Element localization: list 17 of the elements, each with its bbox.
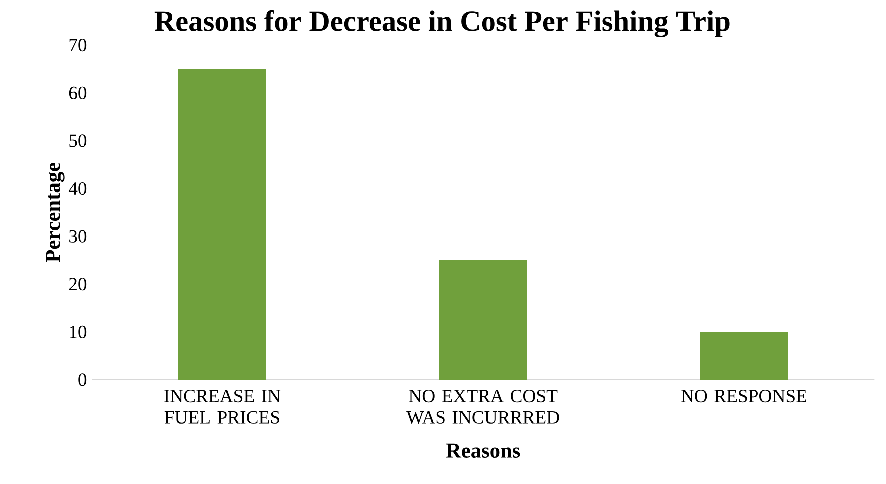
x-axis-title: Reasons — [446, 444, 520, 458]
bar — [700, 332, 788, 380]
y-tick-label: 20 — [69, 278, 87, 291]
chart-title: Reasons for Decrease in Cost Per Fishing Trip — [154, 10, 730, 38]
y-axis-title: Percentage — [46, 163, 65, 262]
y-tick-label: 30 — [70, 230, 87, 243]
x-tick-label: INCREASE IN FUEL PRICES — [164, 390, 281, 424]
y-tick-label: 10 — [70, 326, 87, 338]
y-tick-label: 40 — [68, 182, 87, 196]
y-tick-label: 0 — [78, 374, 87, 386]
y-tick-label: 70 — [70, 39, 87, 52]
x-tick-label: NO RESPONSE — [681, 390, 807, 403]
bar — [178, 69, 266, 380]
x-tick-label: NO EXTRA COST WAS INCURRRED — [406, 390, 560, 424]
bar — [439, 260, 528, 380]
y-tick-label: 60 — [69, 86, 87, 100]
y-tick-label: 50 — [70, 134, 87, 148]
